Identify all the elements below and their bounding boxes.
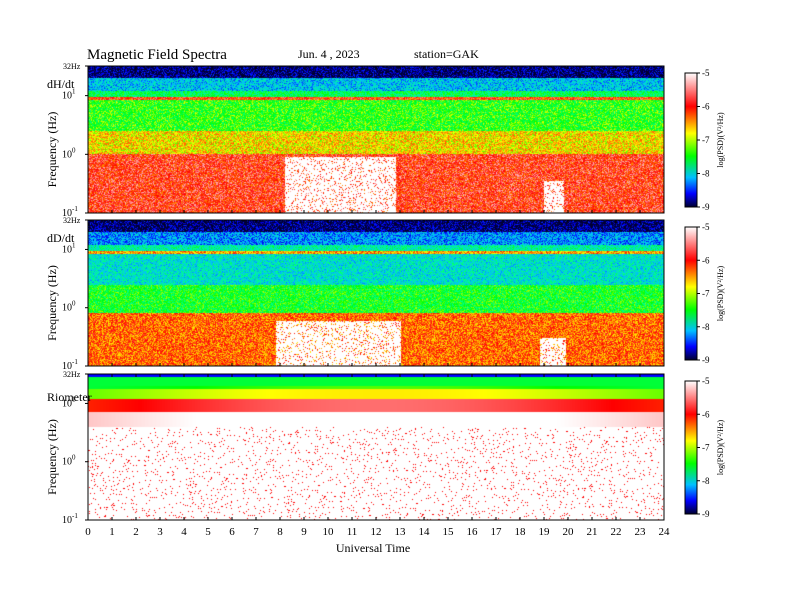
date-label: Jun. 4 , 2023: [298, 47, 360, 61]
figure-title: Magnetic Field Spectra: [87, 47, 227, 63]
y-tick-label: 100: [62, 454, 76, 468]
x-tick-label: 3: [157, 526, 163, 538]
x-tick-label: 1: [109, 526, 115, 538]
colorbar-tick-label: -6: [702, 255, 710, 265]
colorbar-tick-label: -9: [702, 355, 710, 365]
y-tick-label: 101: [62, 88, 76, 102]
y-tick-label: 100: [62, 146, 76, 160]
colorbar-tick-label: -8: [702, 169, 710, 179]
x-tick-label: 15: [443, 526, 455, 538]
colorbar-tick-label: -7: [702, 289, 710, 299]
colorbar-label: log(PSD)(V²/Hz): [716, 266, 725, 322]
x-tick-label: 14: [419, 526, 431, 538]
x-tick-label: 2: [133, 526, 139, 538]
x-tick-label: 19: [539, 526, 551, 538]
x-tick-label: 9: [301, 526, 307, 538]
x-tick-label: 22: [611, 526, 622, 538]
x-tick-label: 20: [563, 526, 575, 538]
x-tick-label: 16: [467, 526, 479, 538]
y-tick-label: 32Hz: [63, 62, 81, 71]
x-tick-label: 10: [323, 526, 335, 538]
spectrogram-image: [88, 374, 664, 520]
x-tick-label: 7: [253, 526, 259, 538]
colorbar-label: log(PSD)(V²/Hz): [716, 420, 725, 476]
panel-label: dD/dt: [47, 231, 75, 245]
x-tick-label: 0: [85, 526, 91, 538]
x-tick-label: 23: [635, 526, 647, 538]
y-tick-label: 32Hz: [63, 216, 81, 225]
spectrogram-image: [88, 220, 664, 366]
x-tick-label: 21: [587, 526, 598, 538]
x-tick-label: 17: [491, 526, 503, 538]
x-axis-label: Universal Time: [336, 541, 410, 555]
colorbar-tick-label: -8: [702, 322, 710, 332]
station-label: station=GAK: [414, 47, 479, 61]
panel-label: dH/dt: [47, 77, 75, 91]
panels: dH/dt 32Hz 101 100 10-1 Frequency (Hz) -5 -6 -7 -…: [45, 62, 725, 526]
colorbar-tick-label: -5: [702, 68, 710, 78]
x-tick-label: 12: [371, 526, 382, 538]
colorbar-tick-label: -5: [702, 376, 710, 386]
x-tick-label: 6: [229, 526, 235, 538]
colorbar: [684, 380, 698, 515]
x-tick-label: 11: [347, 526, 358, 538]
y-axis-label: Frequency (Hz): [45, 419, 59, 495]
x-tick-label: 18: [515, 526, 527, 538]
colorbar-label: log(PSD)(V²/Hz): [716, 112, 725, 168]
y-axis-label: Frequency (Hz): [45, 112, 59, 188]
colorbar-tick-label: -6: [702, 409, 710, 419]
colorbar-tick-label: -7: [702, 135, 710, 145]
y-axis-label: Frequency (Hz): [45, 265, 59, 341]
y-tick-label: 101: [62, 395, 76, 409]
colorbar: [684, 226, 698, 361]
colorbar-tick-label: -6: [702, 102, 710, 112]
spectrogram-image: [88, 66, 664, 213]
x-tick-label: 4: [181, 526, 187, 538]
colorbar-tick-label: -5: [702, 222, 710, 232]
x-tick-label: 5: [205, 526, 211, 538]
y-tick-label: 101: [62, 241, 76, 255]
colorbar-tick-label: -7: [702, 443, 710, 453]
x-tick-label: 24: [659, 526, 671, 538]
x-axis: 0 1 2 3 4 5 6 7 8 9 10 11 12 13 14 15 16 17 18 19 20 21 22 23 24…: [85, 526, 670, 555]
panel-label: Riometer: [47, 390, 92, 404]
colorbar: [684, 72, 698, 208]
spectrogram-panel: Riometer 32Hz 101 100 10-1 Frequency (Hz) -5 -6…: [45, 370, 725, 526]
x-tick-label: 8: [277, 526, 283, 538]
y-tick-label: 10-1: [62, 512, 78, 526]
colorbar-tick-label: -9: [702, 202, 710, 212]
y-tick-label: 100: [62, 300, 76, 314]
colorbar-tick-label: -8: [702, 476, 710, 486]
y-tick-label: 32Hz: [63, 370, 81, 379]
colorbar-tick-label: -9: [702, 509, 710, 519]
x-tick-label: 13: [395, 526, 407, 538]
